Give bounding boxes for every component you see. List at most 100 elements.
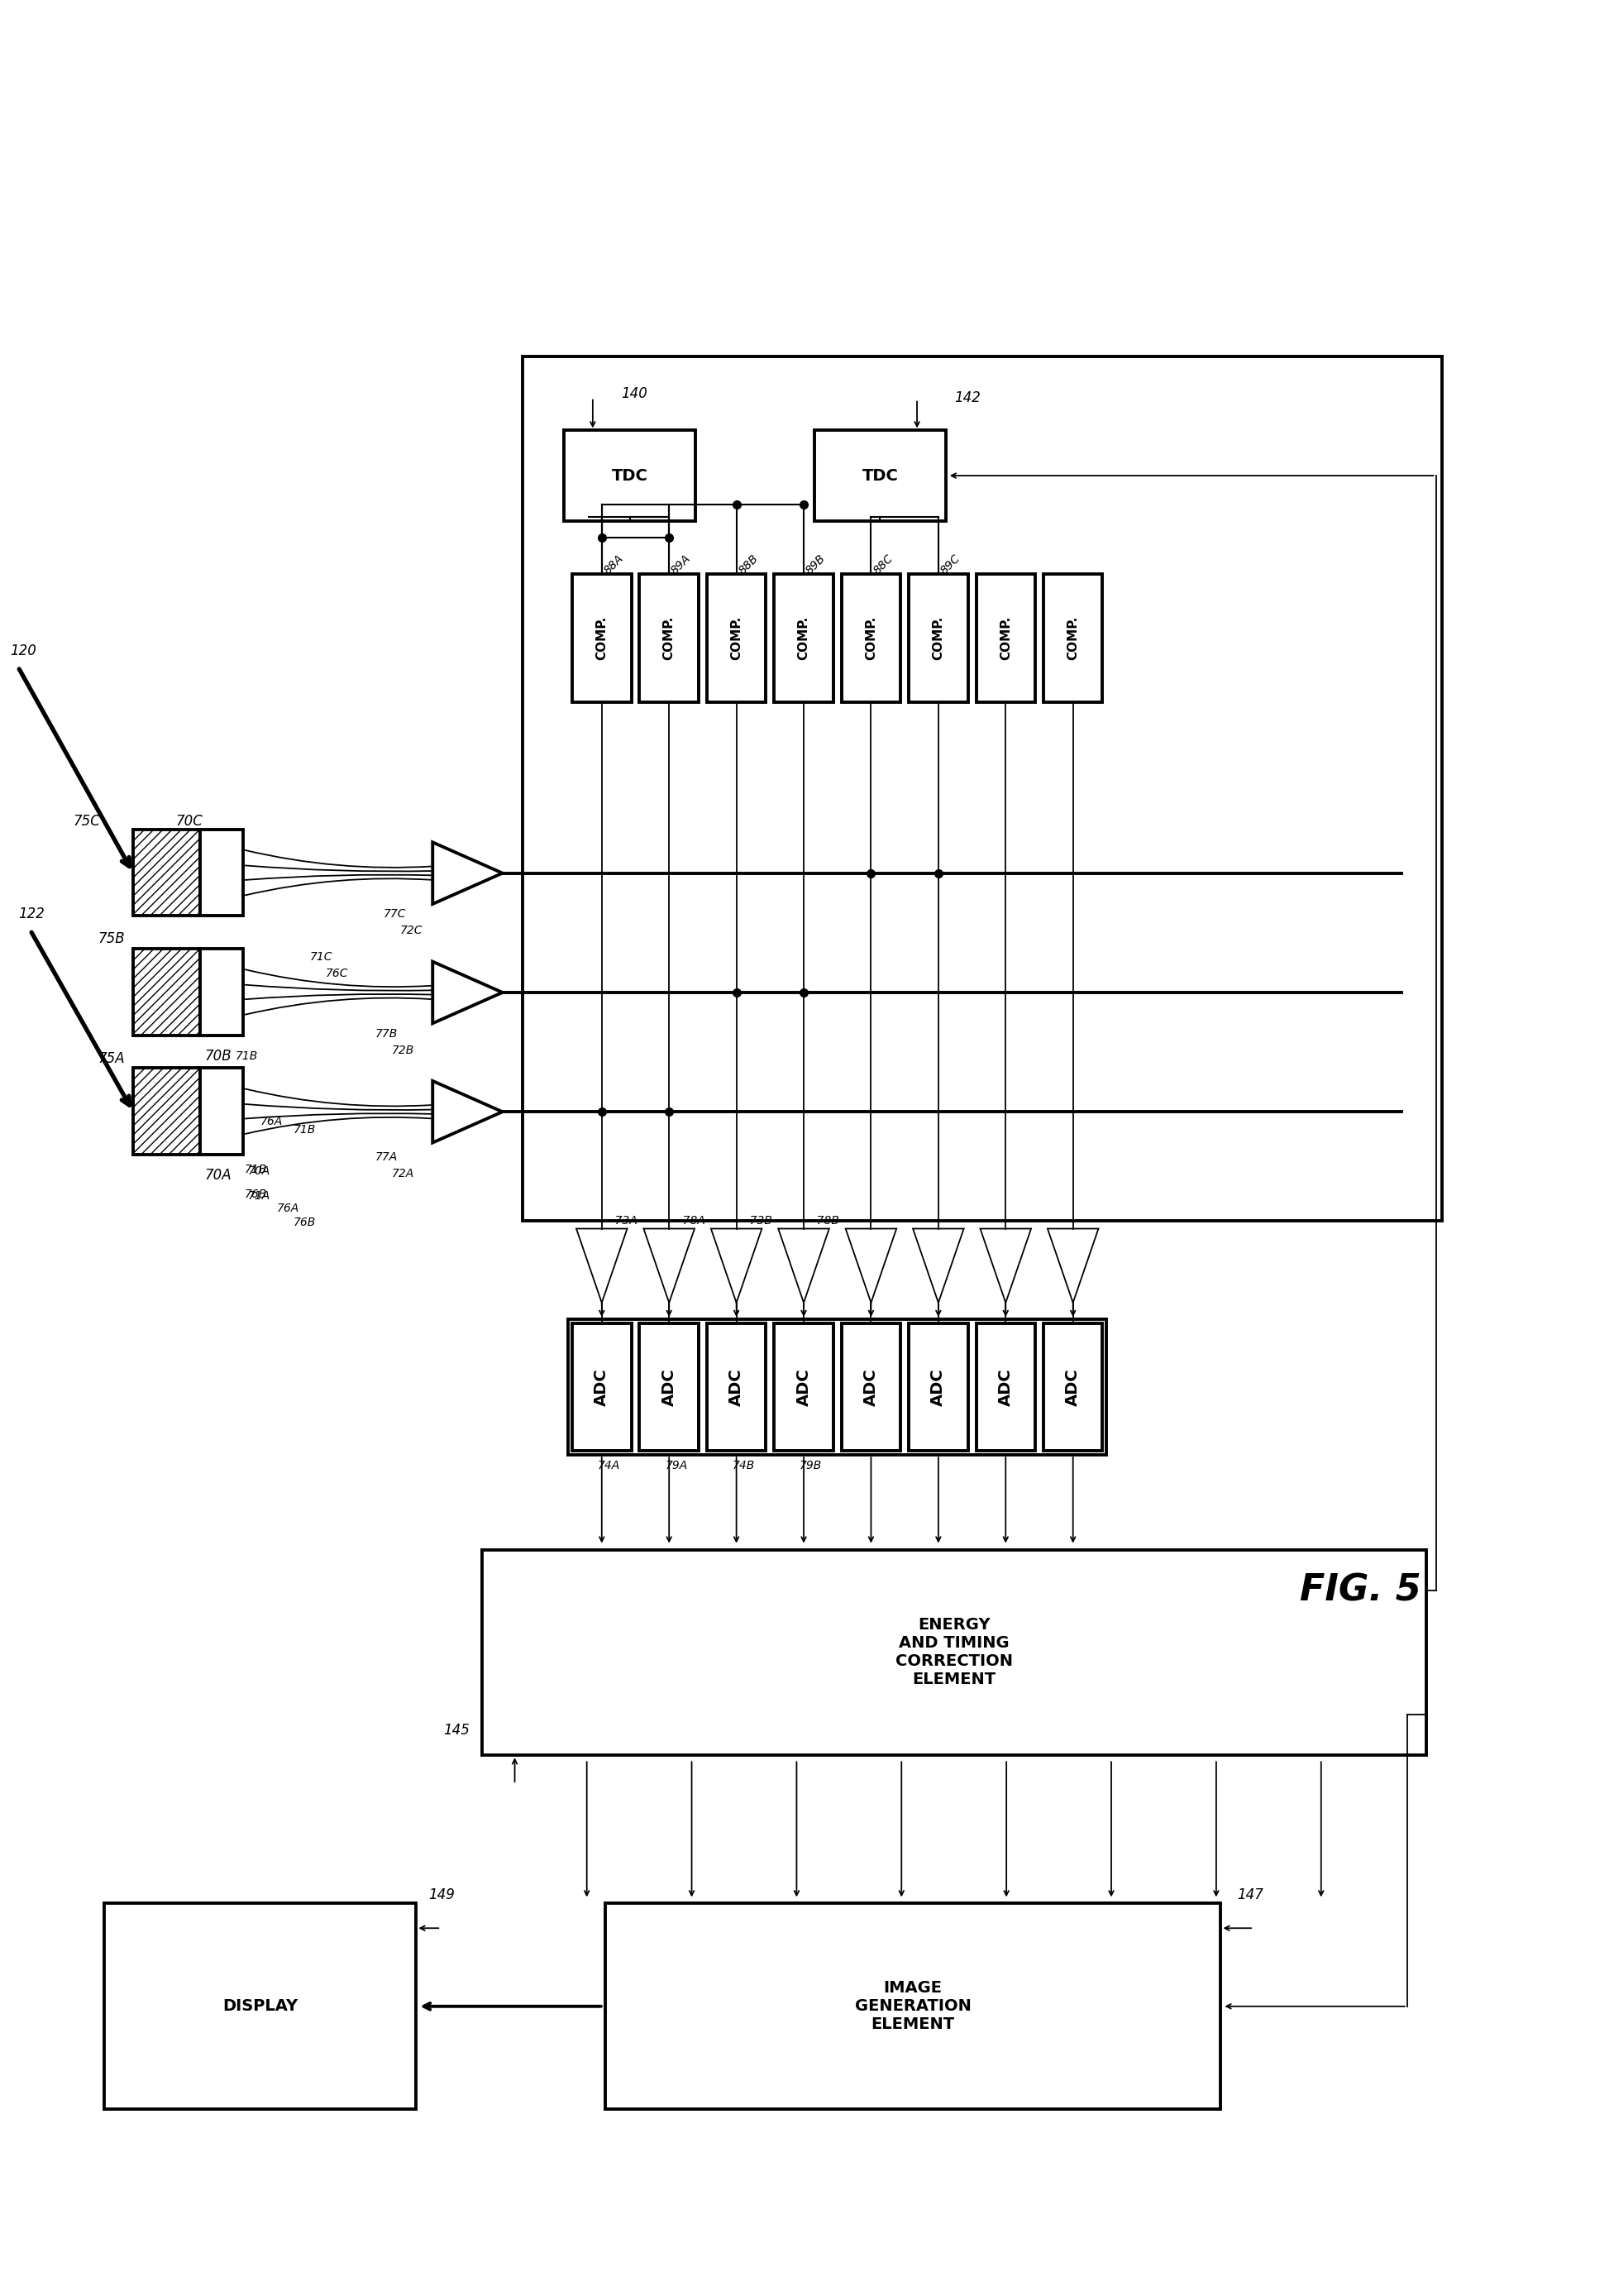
Bar	[605, 1903, 1220, 2110]
Text: 76A: 76A	[276, 1203, 299, 1215]
Text: ADC: ADC	[594, 1368, 610, 1405]
Text: 88A: 88A	[602, 553, 626, 576]
Text: 76B: 76B	[294, 1217, 316, 1228]
Bar	[573, 1322, 631, 1451]
Bar	[568, 1320, 1107, 1456]
Text: 75C: 75C	[73, 813, 100, 829]
Text: COMP.: COMP.	[730, 615, 742, 661]
Text: 70B: 70B	[205, 1049, 231, 1063]
Polygon shape	[914, 1228, 964, 1302]
Text: 88B: 88B	[736, 553, 760, 576]
Bar	[707, 1322, 767, 1451]
Text: ADC: ADC	[796, 1368, 812, 1405]
Text: COMP.: COMP.	[663, 615, 675, 661]
Bar	[200, 948, 244, 1035]
Text: ADC: ADC	[863, 1368, 880, 1405]
Text: 79B: 79B	[799, 1460, 822, 1472]
Text: 140: 140	[621, 386, 647, 402]
Bar	[976, 574, 1035, 703]
Polygon shape	[1047, 1228, 1099, 1302]
Text: ENERGY
AND TIMING
CORRECTION
ELEMENT: ENERGY AND TIMING CORRECTION ELEMENT	[896, 1616, 1012, 1688]
Bar	[909, 574, 968, 703]
Bar	[909, 1322, 968, 1451]
Bar	[775, 1322, 833, 1451]
Text: 77A: 77A	[374, 1150, 397, 1162]
Text: ADC: ADC	[662, 1368, 676, 1405]
Polygon shape	[644, 1228, 694, 1302]
Polygon shape	[576, 1228, 628, 1302]
Polygon shape	[433, 962, 502, 1024]
Text: 72A: 72A	[392, 1169, 415, 1180]
Text: 74B: 74B	[733, 1460, 755, 1472]
Bar	[815, 429, 946, 521]
Text: COMP.: COMP.	[999, 615, 1012, 661]
Polygon shape	[433, 843, 502, 905]
Text: 71B: 71B	[236, 1049, 258, 1061]
Text: ~78A: ~78A	[673, 1215, 705, 1226]
Text: 70A: 70A	[249, 1166, 271, 1178]
Text: ADC: ADC	[931, 1368, 946, 1405]
Text: ~78B: ~78B	[809, 1215, 839, 1226]
Bar	[132, 1068, 200, 1155]
Text: TDC: TDC	[862, 468, 899, 484]
Bar	[1043, 1322, 1102, 1451]
Bar	[1043, 574, 1102, 703]
Text: 77B: 77B	[374, 1029, 397, 1040]
Text: COMP.: COMP.	[933, 615, 944, 661]
Text: 89A: 89A	[670, 553, 692, 576]
Text: COMP.: COMP.	[797, 615, 810, 661]
Bar	[976, 1322, 1035, 1451]
Text: 145: 145	[444, 1724, 470, 1738]
Bar	[841, 1322, 901, 1451]
Text: 75A: 75A	[98, 1052, 124, 1065]
Text: ~73A: ~73A	[605, 1215, 638, 1226]
Bar	[639, 574, 699, 703]
Polygon shape	[710, 1228, 762, 1302]
Text: 120: 120	[10, 643, 36, 659]
Bar	[132, 829, 200, 916]
Bar	[707, 574, 767, 703]
Text: 149: 149	[429, 1887, 455, 1903]
Text: 72C: 72C	[400, 925, 423, 937]
Text: 76C: 76C	[326, 967, 349, 980]
Text: FIG. 5: FIG. 5	[1299, 1573, 1420, 1609]
Text: 122: 122	[18, 907, 45, 921]
Bar	[200, 829, 244, 916]
Text: ADC: ADC	[728, 1368, 744, 1405]
Text: TDC: TDC	[612, 468, 647, 484]
Text: 147: 147	[1238, 1887, 1264, 1903]
Text: COMP.: COMP.	[1067, 615, 1080, 661]
Bar	[132, 948, 200, 1035]
Text: ADC: ADC	[997, 1368, 1014, 1405]
Text: COMP.: COMP.	[596, 615, 608, 661]
Bar	[523, 356, 1443, 1221]
Polygon shape	[846, 1228, 896, 1302]
Polygon shape	[433, 1081, 502, 1143]
Text: 88C: 88C	[872, 553, 896, 576]
Text: 75B: 75B	[98, 932, 124, 946]
Text: IMAGE
GENERATION
ELEMENT: IMAGE GENERATION ELEMENT	[855, 1979, 972, 2032]
Text: 70A: 70A	[205, 1169, 231, 1182]
Bar	[483, 1550, 1427, 1756]
Text: 71B: 71B	[294, 1125, 316, 1137]
Text: 76A: 76A	[260, 1116, 282, 1127]
Text: ADC: ADC	[1065, 1368, 1081, 1405]
Bar	[573, 574, 631, 703]
Text: 89C: 89C	[938, 553, 962, 576]
Text: DISPLAY: DISPLAY	[223, 1998, 299, 2014]
Text: ~73B: ~73B	[741, 1215, 773, 1226]
Text: 71C: 71C	[310, 951, 332, 962]
Polygon shape	[980, 1228, 1031, 1302]
Polygon shape	[778, 1228, 830, 1302]
Text: 72B: 72B	[392, 1045, 415, 1056]
Text: 71B: 71B	[245, 1164, 268, 1176]
Text: 77C: 77C	[384, 909, 407, 921]
Text: 142: 142	[954, 390, 980, 404]
Text: 79A: 79A	[665, 1460, 688, 1472]
Text: 74A: 74A	[597, 1460, 620, 1472]
Bar	[200, 1068, 244, 1155]
Text: 70C: 70C	[176, 813, 203, 829]
Bar	[841, 574, 901, 703]
Bar	[105, 1903, 416, 2110]
Bar	[775, 574, 833, 703]
